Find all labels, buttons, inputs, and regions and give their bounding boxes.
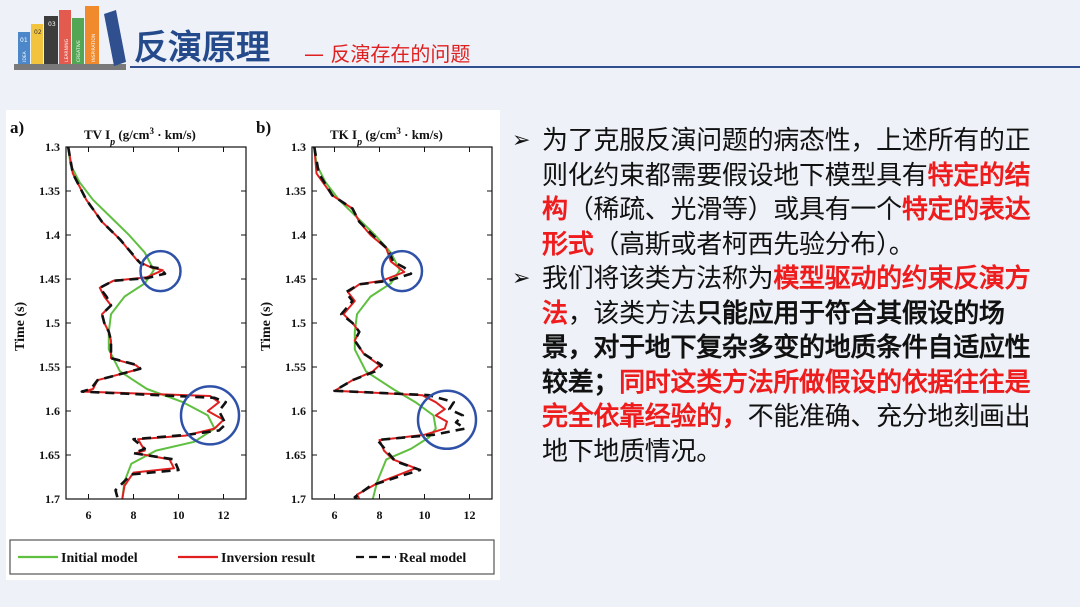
figure-panel: a) TV Ip (g/cm3 · km/s) Time (s) 1.3 1.35 1.4… <box>6 110 500 580</box>
highlight-circle <box>139 249 182 293</box>
book-6 <box>85 6 99 64</box>
bullet-1-run: （稀疏、光滑等）或具有一个 <box>567 195 902 225</box>
x-tick-label: 8 <box>131 508 137 522</box>
legend-label: Real model <box>399 551 466 566</box>
highlight-circle <box>380 249 424 293</box>
logo-word-idea: IDEA <box>22 50 28 62</box>
logo-num-03: 03 <box>48 21 56 28</box>
bullet-2-run: 同时这类方法所做假设的依据往往是完全依靠经验的， <box>542 367 1031 433</box>
series-real-model <box>66 147 228 499</box>
bullet-2-run: 不能准确、充分地刻画出地下地质情况。 <box>542 402 1031 467</box>
shelf <box>14 64 126 70</box>
chart-title-part: p <box>356 137 362 148</box>
series-inversion-result <box>313 147 448 499</box>
text-area: ➢ 为了克服反演问题的病态性，上述所有的正则化约束都需要假设地下模型具有特定的结… <box>512 124 1052 469</box>
chart-title: TK Ip (g/cm3 · km/s) <box>330 126 443 148</box>
series-inversion-result <box>67 147 225 499</box>
highlight-circle <box>416 389 478 451</box>
x-tick-label: 10 <box>173 508 185 522</box>
bullet-arrow-icon: ➢ <box>512 266 531 291</box>
chart-title-part: (g/cm <box>115 127 149 142</box>
bullet-1-run: 为了克服反演问题的病态性，上述所有的正则化约束都需要假设地下模型具有 <box>542 126 1031 191</box>
x-tick-label: 12 <box>464 508 476 522</box>
chart-title-part: · km/s) <box>401 127 443 142</box>
bullet-1: ➢ 为了克服反演问题的病态性，上述所有的正则化约束都需要假设地下模型具有特定的结… <box>512 124 1052 262</box>
page-subtitle: — 反演存在的问题 <box>304 42 471 66</box>
bullet-1-run: （高斯或者柯西先验分布）。 <box>593 229 915 260</box>
y-tick-label: 1.45 <box>285 272 306 286</box>
bullet-2-run: 只能应用于符合其假设的场景，对于地下复杂多变的地质条件自适应性较差； <box>542 298 1031 398</box>
bullet-1-text: 为了克服反演问题的病态性，上述所有的正则化约束都需要假设地下模型具有特定的结构（… <box>542 126 1031 260</box>
y-tick-label: 1.35 <box>285 184 306 198</box>
chart-title-part: p <box>109 137 115 148</box>
x-tick-label: 6 <box>332 508 338 522</box>
book-4 <box>59 10 71 64</box>
series-initial-model <box>313 147 437 499</box>
legend-box <box>9 539 495 575</box>
logo-word-creative: CREATIVE <box>76 40 82 62</box>
y-tick-label: 1.3 <box>45 140 60 154</box>
bullet-2-run: 我们将该类方法称为 <box>542 264 774 294</box>
chart-title-part: TV I <box>84 127 110 142</box>
book-1 <box>18 32 30 64</box>
bullet-arrow-icon: ➢ <box>512 128 531 153</box>
bullet-2-run: 模型驱动的约束反演方法 <box>542 264 1031 329</box>
legend-label: Inversion result <box>221 551 316 566</box>
book-5 <box>72 18 84 64</box>
y-tick-label: 1.5 <box>291 316 306 330</box>
bullet-1-run: 特定的结构 <box>542 160 1031 226</box>
chart-title-part: 3 <box>149 126 154 136</box>
y-tick-label: 1.6 <box>45 404 60 418</box>
chart-title-part: (g/cm <box>362 127 396 142</box>
y-tick-label: 1.65 <box>285 448 306 462</box>
y-tick-label: 1.4 <box>45 228 60 242</box>
panel-label: b) <box>256 118 271 137</box>
legend-label: Initial model <box>61 551 138 566</box>
panel-label: a) <box>10 118 24 137</box>
book-2 <box>31 24 43 64</box>
series-real-model <box>313 147 467 499</box>
y-axis-label: Time (s) <box>13 302 28 351</box>
y-tick-label: 1.55 <box>285 360 306 374</box>
chart-title-part: · km/s) <box>154 127 196 142</box>
chart-title-part: 3 <box>396 126 401 136</box>
chart-title: TV Ip (g/cm3 · km/s) <box>84 126 196 148</box>
book-3 <box>44 16 58 64</box>
y-tick-label: 1.4 <box>291 228 306 242</box>
x-tick-label: 6 <box>86 508 92 522</box>
chart-title-part: TK I <box>330 127 357 142</box>
logo-word-learning: LEARNING <box>64 38 70 62</box>
y-tick-label: 1.6 <box>291 404 306 418</box>
logo-word-inspiration: INSPIRATION <box>91 34 97 62</box>
x-tick-label: 8 <box>377 508 383 522</box>
header-divider <box>130 66 1080 68</box>
y-tick-label: 1.5 <box>45 316 60 330</box>
book-7 <box>104 10 126 66</box>
y-tick-label: 1.65 <box>39 448 60 462</box>
highlight-circle <box>179 385 241 446</box>
bullet-1-run: 特定的表达形式 <box>542 195 1031 260</box>
bullet-2-text: 我们将该类方法称为模型驱动的约束反演方法，该类方法只能应用于符合其假设的场景，对… <box>542 264 1031 467</box>
y-axis-label: Time (s) <box>259 302 274 351</box>
y-tick-label: 1.3 <box>291 140 306 154</box>
y-tick-label: 1.7 <box>45 492 60 506</box>
bullet-2: ➢ 我们将该类方法称为模型驱动的约束反演方法，该类方法只能应用于符合其假设的场景… <box>512 262 1052 469</box>
x-tick-label: 12 <box>218 508 230 522</box>
books-logo: 03 02 01 IDEA LEARNING CREATIVE INSPIRAT… <box>14 6 126 70</box>
x-tick-label: 10 <box>419 508 431 522</box>
bullet-2-run: ，该类方法 <box>567 298 697 329</box>
figure-svg: a) TV Ip (g/cm3 · km/s)Time (s)1.31.351.4… <box>9 118 495 575</box>
logo-num-02: 02 <box>34 29 42 36</box>
y-tick-label: 1.7 <box>291 492 306 506</box>
y-tick-label: 1.35 <box>39 184 60 198</box>
y-tick-label: 1.55 <box>39 360 60 374</box>
page-title: 反演原理 <box>134 28 270 68</box>
y-tick-label: 1.45 <box>39 272 60 286</box>
logo-num-01: 01 <box>20 37 28 44</box>
